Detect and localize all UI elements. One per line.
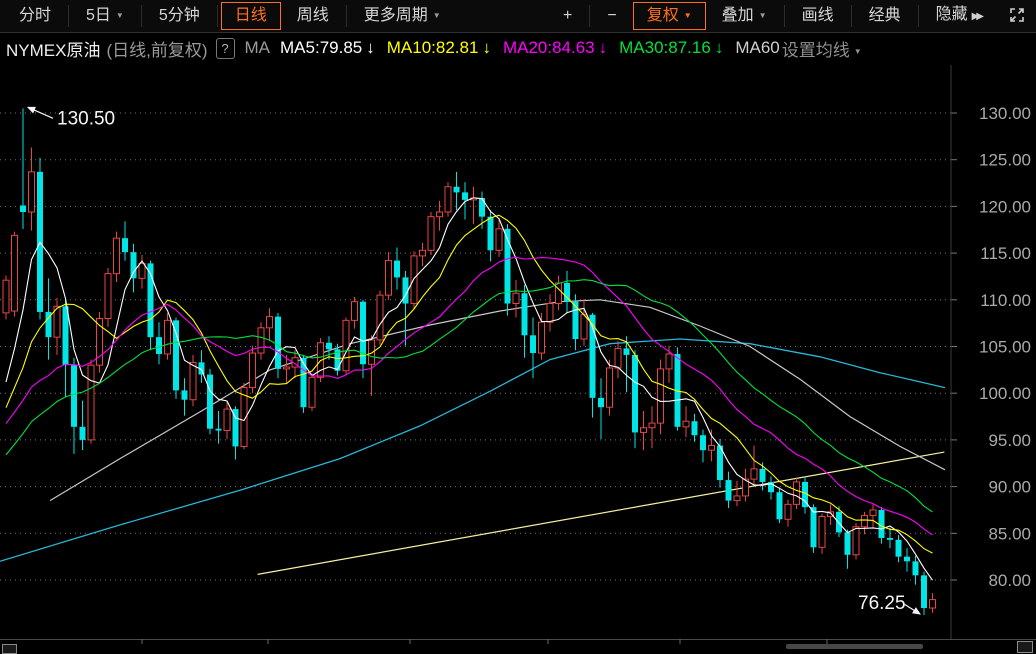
tab-daily[interactable]: 日线: [220, 2, 281, 30]
chart-toolbar: 分时 5日 ▼ 5分钟 日线 周线 更多周期 ▼ + − 复权 ▼ 叠加 ▼ 画线 经典…: [0, 0, 1036, 33]
chevron-down-icon: ▼: [432, 11, 441, 20]
toolbar-divider: [589, 5, 591, 27]
overlay-button[interactable]: 叠加 ▼: [708, 2, 781, 30]
period-adjust-label: (日线,前复权): [106, 40, 208, 60]
ma10-legend: MA10:82.81 ↓: [386, 38, 491, 57]
fullscreen-icon: [1010, 7, 1024, 22]
svg-text:130.00: 130.00: [979, 104, 1031, 123]
down-arrow-icon: ↓: [482, 38, 491, 57]
svg-text:110.00: 110.00: [980, 291, 1031, 310]
svg-text:125.00: 125.00: [979, 151, 1031, 170]
classic-style-button[interactable]: 经典: [855, 2, 915, 30]
draw-line-button[interactable]: 画线: [788, 2, 848, 30]
help-icon[interactable]: ?: [215, 37, 235, 59]
svg-text:85.00: 85.00: [988, 524, 1031, 543]
bottom-left-panel-icon[interactable]: [2, 644, 17, 654]
toolbar-divider: [783, 5, 785, 27]
tab-more-periods[interactable]: 更多周期 ▼: [350, 2, 455, 30]
chevron-down-icon: ▼: [683, 11, 692, 20]
high-price-annotation: 130.50: [57, 108, 115, 129]
chevron-down-icon: ▼: [758, 11, 767, 20]
ma5-legend: MA5:79.85 ↓: [280, 38, 375, 57]
horizontal-scrollbar-thumb[interactable]: [786, 644, 923, 649]
toolbar-divider: [917, 5, 919, 27]
down-arrow-icon: ↓: [714, 38, 724, 57]
toolbar-divider: [345, 5, 347, 27]
symbol-name: NYMEX原油: [6, 40, 101, 60]
chevron-down-icon: ▼: [853, 46, 862, 56]
adjust-mode-button[interactable]: 复权 ▼: [632, 2, 706, 30]
down-arrow-icon: ↓: [598, 38, 608, 57]
svg-text:105.00: 105.00: [979, 338, 1031, 357]
svg-text:80.00: 80.00: [988, 571, 1031, 590]
fullscreen-button[interactable]: [1004, 4, 1030, 29]
svg-text:115.00: 115.00: [980, 244, 1031, 263]
tab-time-sharing[interactable]: 分时: [5, 2, 65, 30]
chevron-down-icon: ▼: [115, 11, 124, 20]
toolbar-divider: [216, 5, 218, 27]
ma-settings-button[interactable]: 设置均线 ▼: [781, 40, 862, 60]
tab-5day[interactable]: 5日 ▼: [72, 2, 138, 30]
zoom-out-button[interactable]: −: [593, 2, 630, 30]
hide-panel-button[interactable]: 隐藏 ▶▶: [922, 1, 995, 31]
tab-5min[interactable]: 5分钟: [145, 2, 214, 30]
low-price-annotation: 76.25: [858, 593, 906, 614]
toolbar-divider: [68, 5, 70, 27]
svg-text:90.00: 90.00: [988, 478, 1031, 497]
toolbar-divider: [850, 5, 852, 27]
ma30-legend: MA30:87.16 ↓: [619, 38, 724, 57]
svg-text:95.00: 95.00: [988, 431, 1031, 450]
bottom-right-calendar-icon[interactable]: [1017, 641, 1033, 653]
chevrons-right-icon: ▶▶: [971, 11, 985, 22]
ma60-legend: MA60: [735, 38, 780, 57]
ma-group-label: MA: [244, 38, 271, 57]
zoom-in-button[interactable]: +: [549, 2, 586, 30]
chart-legend: NYMEX原油 (日线,前复权) ? MA MA5:79.85 ↓ MA10:82…: [6, 36, 862, 60]
down-arrow-icon: ↓: [366, 38, 375, 57]
ma20-legend: MA20:84.63 ↓: [502, 38, 608, 57]
toolbar-divider: [140, 5, 142, 27]
svg-text:100.00: 100.00: [979, 384, 1031, 403]
tab-weekly[interactable]: 周线: [283, 2, 343, 30]
svg-text:120.00: 120.00: [979, 197, 1031, 216]
